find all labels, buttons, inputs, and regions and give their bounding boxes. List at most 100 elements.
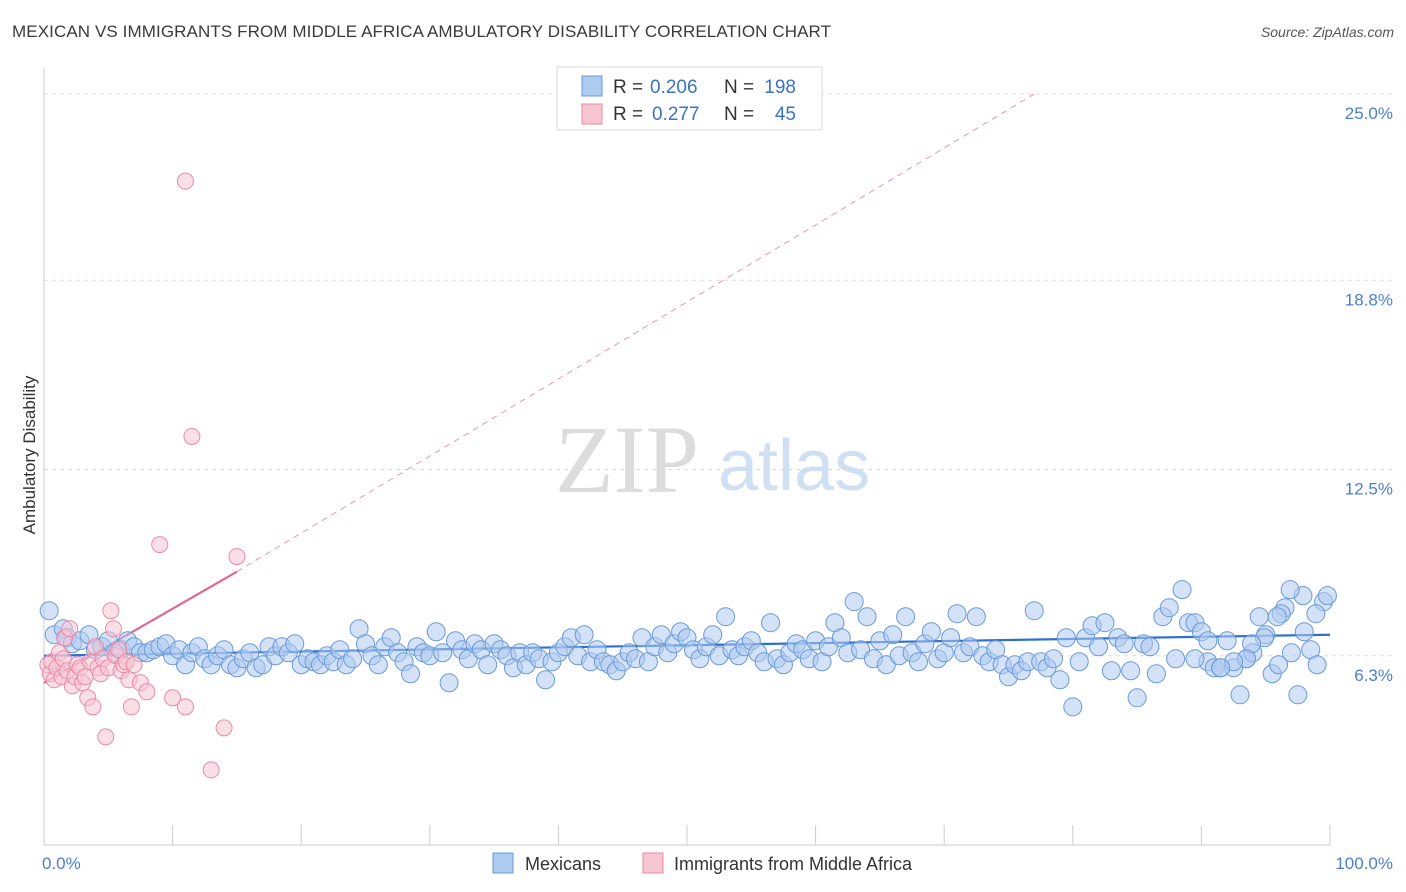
data-point-mexicans <box>947 604 967 624</box>
trend-lines <box>43 93 1331 684</box>
data-point-mexicans <box>1317 586 1337 606</box>
data-point-immigrants <box>176 698 194 716</box>
data-point-immigrants <box>125 656 143 674</box>
data-point-immigrants <box>176 172 194 190</box>
legend-r-label-2: R = <box>613 104 643 125</box>
data-point-mexicans <box>1146 664 1166 684</box>
data-point-mexicans <box>285 634 305 654</box>
data-point-mexicans <box>1269 655 1289 675</box>
legend-r-value-1: 0.206 <box>650 77 698 98</box>
chart-title: MEXICAN VS IMMIGRANTS FROM MIDDLE AFRICA… <box>12 22 832 41</box>
data-point-immigrants <box>164 689 182 707</box>
data-point-immigrants <box>151 536 169 554</box>
data-point-mexicans <box>1267 607 1287 627</box>
data-point-mexicans <box>844 592 864 612</box>
data-point-immigrants <box>86 638 104 656</box>
data-point-mexicans <box>1211 658 1231 678</box>
series-legend: Mexicans Immigrants from Middle Africa <box>492 852 913 874</box>
data-point-mexicans <box>1114 634 1134 654</box>
data-point-mexicans <box>574 625 594 645</box>
data-point-mexicans <box>1280 580 1300 600</box>
legend-n-label-1: N = <box>724 77 754 98</box>
data-point-mexicans <box>1249 607 1269 627</box>
y-tick-label: 6.3% <box>1354 666 1393 685</box>
data-point-immigrants <box>104 620 122 638</box>
axes <box>43 68 1331 846</box>
data-point-mexicans <box>1069 652 1089 672</box>
correlation-legend: R = 0.206 N = 198 R = 0.277 N = 45 <box>556 66 823 131</box>
source-label: Source: ZipAtlas.com <box>1260 24 1394 40</box>
data-point-immigrants <box>102 602 120 620</box>
data-point-mexicans <box>1050 670 1070 690</box>
data-point-mexicans <box>1056 628 1076 648</box>
data-point-mexicans <box>1127 688 1147 708</box>
bottom-legend-immigrants: Immigrants from Middle Africa <box>674 854 913 874</box>
data-point-mexicans <box>1044 649 1064 669</box>
data-point-mexicans <box>761 613 781 633</box>
data-point-mexicans <box>536 670 556 690</box>
data-point-mexicans <box>1095 613 1115 633</box>
data-point-mexicans <box>716 607 736 627</box>
data-point-mexicans <box>896 607 916 627</box>
y-tick-label: 18.8% <box>1345 290 1393 309</box>
data-point-immigrants <box>97 728 115 746</box>
data-point-mexicans <box>1307 655 1327 675</box>
data-point-mexicans <box>1172 580 1192 600</box>
legend-n-label-2: N = <box>724 104 754 125</box>
data-point-mexicans <box>1281 643 1301 663</box>
data-point-mexicans <box>39 601 59 621</box>
x-tick-label-min: 0.0% <box>42 854 81 873</box>
data-point-mexicans <box>921 622 941 642</box>
data-point-mexicans <box>1159 598 1179 618</box>
bottom-legend-swatch-mexicans <box>492 852 514 874</box>
data-point-immigrants <box>183 427 201 445</box>
y-tick-label: 12.5% <box>1345 480 1393 499</box>
data-point-mexicans <box>1089 637 1109 657</box>
legend-swatch-pink <box>581 103 603 125</box>
bottom-legend-swatch-immigrants <box>642 852 664 874</box>
data-point-immigrants <box>110 641 128 659</box>
data-point-mexicans <box>941 628 961 648</box>
legend-r-label-1: R = <box>613 77 643 98</box>
data-point-mexicans <box>433 643 453 663</box>
data-point-mexicans <box>1306 604 1326 624</box>
y-tick-labels: 6.3% 12.5% 18.8% 25.0% <box>1345 104 1393 685</box>
data-point-immigrants <box>202 761 220 779</box>
data-point-immigrants <box>138 683 156 701</box>
y-tick-label: 25.0% <box>1345 104 1393 123</box>
data-point-immigrants <box>215 719 233 737</box>
data-point-mexicans <box>1217 631 1237 651</box>
series-mexicans <box>39 580 1337 717</box>
data-point-mexicans <box>703 625 723 645</box>
data-point-immigrants <box>84 698 102 716</box>
legend-n-value-2: 45 <box>775 104 796 125</box>
x-tick-label-max: 100.0% <box>1335 854 1393 873</box>
data-point-immigrants <box>61 620 79 638</box>
watermark-zip: ZIP <box>555 406 699 513</box>
gridlines <box>44 93 1392 657</box>
data-point-mexicans <box>1185 649 1205 669</box>
data-point-mexicans <box>401 664 421 684</box>
data-point-mexicans <box>1166 649 1186 669</box>
watermark-atlas: atlas <box>718 426 870 506</box>
data-point-mexicans <box>1230 685 1250 705</box>
data-point-mexicans <box>1294 622 1314 642</box>
data-point-mexicans <box>883 625 903 645</box>
data-point-mexicans <box>1024 601 1044 621</box>
bottom-legend-mexicans: Mexicans <box>525 854 601 874</box>
data-point-mexicans <box>426 622 446 642</box>
data-point-mexicans <box>966 607 986 627</box>
trend-line-immigrants-extension <box>236 93 1035 573</box>
data-point-mexicans <box>1198 631 1218 651</box>
legend-swatch-blue <box>581 75 603 97</box>
y-axis-title: Ambulatory Disability <box>20 375 39 534</box>
legend-r-value-2: 0.277 <box>652 104 700 125</box>
data-point-mexicans <box>1140 637 1160 657</box>
data-point-mexicans <box>478 655 498 675</box>
data-point-mexicans <box>1063 697 1083 717</box>
data-point-mexicans <box>368 655 388 675</box>
data-point-immigrants <box>122 698 140 716</box>
data-point-mexicans <box>908 652 928 672</box>
data-point-mexicans <box>1101 661 1121 681</box>
